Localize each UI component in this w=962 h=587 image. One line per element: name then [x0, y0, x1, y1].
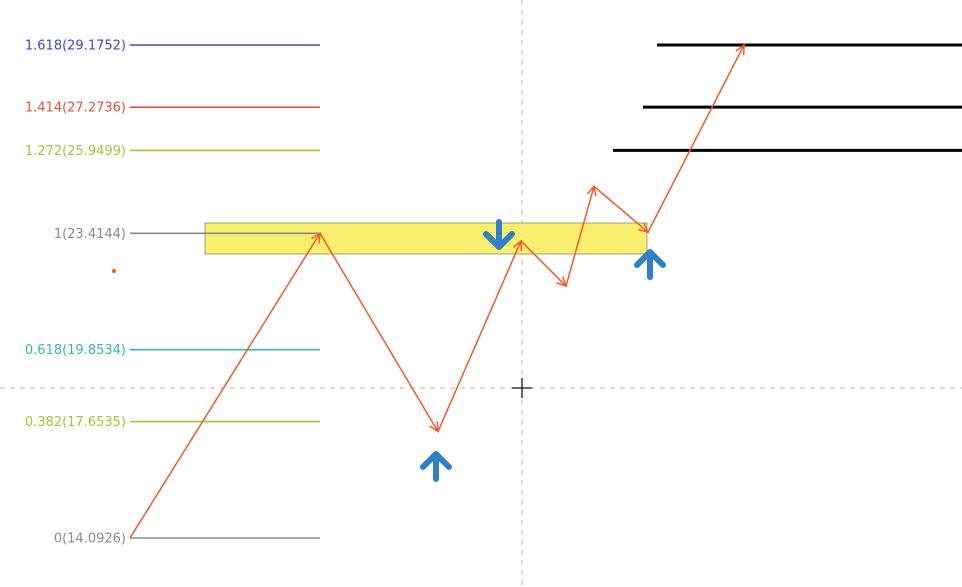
fib-label-1: 1(23.4144) [54, 227, 126, 242]
path-segment-4 [565, 186, 595, 287]
up-arrow-icon [634, 249, 666, 280]
fib-label-0: 0(14.0926) [54, 532, 126, 547]
up-arrow-icon [420, 451, 452, 482]
target-lines [613, 43, 962, 152]
path-segment-1 [319, 232, 439, 432]
fib-label-0-618: 0.618(19.8534) [25, 343, 126, 358]
path-segment-2 [437, 240, 522, 432]
path-segment-3 [520, 240, 567, 287]
down-arrow-icon [483, 219, 515, 250]
path-segment-6 [647, 44, 745, 233]
decision-zone [204, 222, 648, 255]
signal-arrows [420, 219, 666, 482]
path-arrowhead-6 [735, 43, 745, 56]
fib-label-0-382: 0.382(17.6535) [25, 415, 126, 430]
path-segment-0 [129, 232, 321, 539]
path-segment-5 [593, 185, 649, 233]
fib-level-lines: 1.618(29.1752) 1.414(27.2736) 1.272(25.949… [25, 39, 320, 547]
fib-label-1-414: 1.414(27.2736) [25, 101, 126, 116]
dot-marker [112, 269, 116, 273]
crosshair-cursor[interactable] [512, 378, 532, 398]
fib-label-1-272: 1.272(25.9499) [25, 144, 126, 159]
price-path [129, 43, 745, 539]
fib-label-1-618: 1.618(29.1752) [25, 39, 126, 54]
